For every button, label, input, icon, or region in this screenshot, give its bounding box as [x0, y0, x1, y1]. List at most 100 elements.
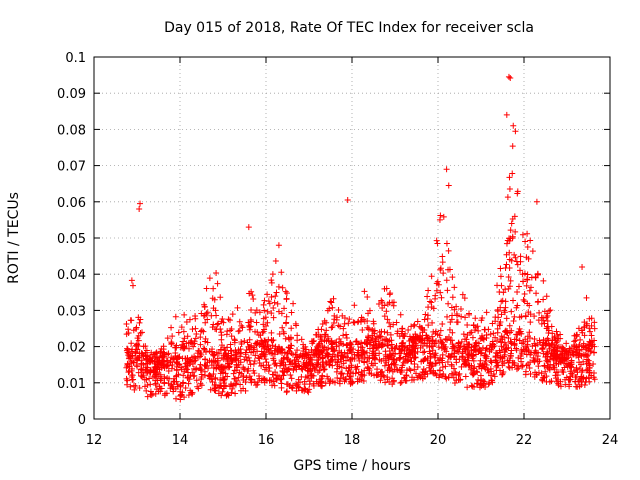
- data-point: [366, 339, 373, 346]
- data-point: [248, 288, 255, 295]
- data-point: [566, 381, 573, 388]
- data-point: [183, 319, 190, 326]
- data-point: [261, 376, 268, 383]
- data-point: [347, 346, 354, 353]
- data-point: [158, 385, 165, 392]
- data-point: [553, 369, 560, 376]
- y-tick-label: 0.07: [57, 160, 86, 175]
- data-point: [507, 338, 514, 345]
- data-point: [436, 371, 443, 378]
- data-point: [389, 381, 396, 388]
- data-point: [256, 309, 263, 316]
- data-point: [369, 327, 376, 334]
- data-point: [475, 376, 482, 383]
- data-point: [535, 317, 542, 324]
- data-point: [382, 351, 389, 358]
- data-point: [384, 316, 391, 323]
- data-point: [412, 354, 419, 361]
- data-point: [505, 73, 512, 80]
- data-point: [503, 261, 510, 268]
- data-point: [504, 328, 511, 335]
- data-point: [260, 375, 267, 382]
- data-point: [465, 362, 472, 369]
- data-point: [475, 327, 482, 334]
- data-point: [287, 335, 294, 342]
- data-point: [511, 336, 518, 343]
- data-point: [335, 322, 342, 329]
- data-point: [197, 341, 204, 348]
- data-point: [308, 338, 315, 345]
- data-point: [543, 378, 550, 385]
- data-point: [538, 314, 545, 321]
- data-point: [381, 328, 388, 335]
- data-point: [513, 345, 520, 352]
- data-point: [152, 381, 159, 388]
- data-point: [447, 354, 454, 361]
- data-point: [521, 348, 528, 355]
- data-point: [298, 365, 305, 372]
- data-point: [128, 340, 135, 347]
- data-point: [513, 304, 520, 311]
- data-point: [506, 174, 513, 181]
- data-point: [224, 328, 231, 335]
- data-point: [554, 345, 561, 352]
- data-point: [399, 325, 406, 332]
- data-point: [210, 305, 217, 312]
- data-point: [579, 327, 586, 334]
- data-point: [197, 367, 204, 374]
- data-point: [251, 358, 258, 365]
- data-point: [217, 346, 224, 353]
- data-point: [509, 235, 516, 242]
- data-point: [211, 387, 218, 394]
- data-point: [504, 357, 511, 364]
- data-point: [445, 266, 452, 273]
- data-point: [217, 294, 224, 301]
- data-point: [553, 328, 560, 335]
- data-point: [434, 278, 441, 285]
- data-point: [315, 326, 322, 333]
- data-point: [359, 355, 366, 362]
- data-point: [478, 349, 485, 356]
- data-point: [227, 327, 234, 334]
- data-point: [460, 331, 467, 338]
- data-point: [288, 325, 295, 332]
- data-point: [300, 345, 307, 352]
- data-point: [261, 297, 268, 304]
- data-point: [506, 329, 513, 336]
- data-point: [151, 364, 158, 371]
- data-point: [439, 320, 446, 327]
- data-point: [264, 308, 271, 315]
- data-point: [439, 364, 446, 371]
- data-point: [533, 290, 540, 297]
- data-point: [239, 324, 246, 331]
- data-point: [384, 374, 391, 381]
- data-point: [447, 319, 454, 326]
- data-point: [437, 266, 444, 273]
- data-point: [397, 350, 404, 357]
- data-point: [198, 327, 205, 334]
- data-point: [516, 314, 523, 321]
- data-point: [511, 251, 518, 258]
- data-point: [413, 370, 420, 377]
- data-point: [359, 344, 366, 351]
- data-point: [264, 319, 271, 326]
- data-point: [179, 344, 186, 351]
- data-point: [258, 362, 265, 369]
- data-point: [189, 369, 196, 376]
- data-point: [246, 346, 253, 353]
- data-point: [162, 361, 169, 368]
- data-point: [520, 339, 527, 346]
- data-point: [374, 366, 381, 373]
- data-point: [459, 291, 466, 298]
- data-point: [571, 368, 578, 375]
- data-point: [588, 332, 595, 339]
- data-point: [246, 326, 253, 333]
- data-point: [201, 345, 208, 352]
- data-point: [228, 325, 235, 332]
- data-point: [450, 365, 457, 372]
- data-point: [547, 342, 554, 349]
- data-point: [150, 367, 157, 374]
- data-point: [243, 346, 250, 353]
- data-point: [127, 317, 134, 324]
- data-point: [443, 277, 450, 284]
